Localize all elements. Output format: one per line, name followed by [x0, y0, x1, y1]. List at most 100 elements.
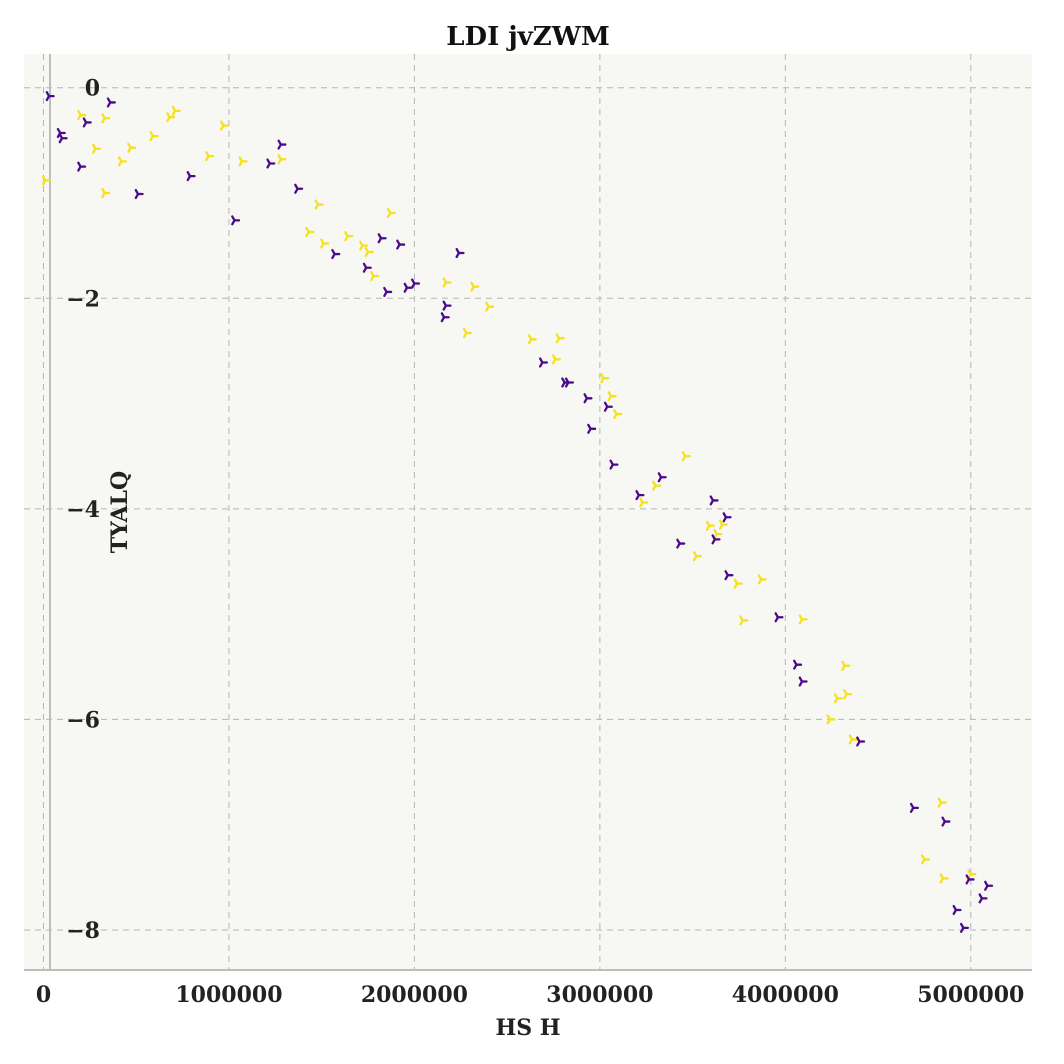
data-point — [841, 660, 851, 671]
tick-labels: 0 1000000 2000000 3000000 4000000 5000000 0 −2 −… — [36, 76, 1025, 1008]
x-axis-label: HS H — [495, 1015, 560, 1041]
data-point — [359, 240, 369, 251]
x-tick-label: 4000000 — [732, 982, 839, 1008]
data-point — [798, 676, 808, 687]
data-point — [551, 354, 562, 365]
x-tick-label: 5000000 — [917, 982, 1024, 1008]
data-point — [856, 736, 866, 747]
data-point — [978, 893, 988, 904]
x-tick-label: 3000000 — [546, 982, 653, 1008]
data-point — [793, 659, 803, 670]
data-point — [386, 207, 396, 219]
data-point — [724, 570, 734, 581]
y-tick-label: 0 — [85, 76, 100, 102]
data-point — [127, 142, 137, 153]
data-point — [733, 578, 743, 589]
y-tick-label: −8 — [66, 918, 100, 944]
data-point — [587, 423, 597, 434]
data-point — [603, 401, 613, 412]
data-point — [442, 300, 452, 311]
data-point — [77, 110, 87, 121]
x-tick-label: 1000000 — [175, 982, 282, 1008]
data-point — [681, 451, 691, 462]
data-point — [909, 802, 919, 813]
data-point — [45, 91, 55, 102]
data-point — [364, 246, 374, 257]
data-point — [205, 151, 215, 162]
data-point — [442, 277, 452, 288]
data-point — [709, 495, 719, 506]
data-point — [41, 175, 51, 186]
data-point — [609, 459, 619, 470]
y-tick-label: −2 — [66, 286, 100, 312]
x-tick-label: 2000000 — [361, 982, 468, 1008]
data-point — [965, 874, 975, 885]
data-point — [106, 97, 116, 108]
data-point — [314, 199, 324, 210]
data-point — [613, 409, 623, 420]
y-tick-label: −4 — [66, 497, 100, 523]
data-point — [959, 922, 970, 933]
data-point — [134, 188, 144, 200]
data-point — [82, 117, 92, 128]
grid-lines — [24, 54, 1032, 970]
data-point — [305, 226, 315, 237]
data-point — [798, 614, 808, 625]
plot-area — [24, 54, 1032, 970]
data-point — [186, 171, 196, 182]
data-point — [939, 873, 949, 884]
data-point — [739, 615, 749, 626]
data-point — [722, 512, 732, 523]
data-point — [362, 262, 372, 273]
data-point — [101, 187, 111, 199]
data-point — [639, 497, 649, 508]
data-point — [564, 377, 574, 388]
data-point — [171, 105, 181, 116]
data-point — [555, 333, 565, 344]
data-point — [826, 714, 836, 725]
data-point — [403, 282, 413, 293]
y-axis-label: TYALQ — [107, 471, 133, 553]
data-point — [937, 797, 947, 808]
data-point — [77, 161, 87, 172]
data-point — [455, 247, 465, 259]
data-point — [320, 238, 330, 249]
data-point — [166, 112, 176, 123]
data-point — [635, 490, 645, 501]
data-point — [600, 373, 610, 384]
data-point — [607, 391, 617, 402]
data-point — [538, 357, 549, 368]
data-point — [277, 154, 287, 165]
data-point — [266, 158, 276, 169]
data-point — [377, 233, 387, 244]
data-point — [101, 113, 111, 124]
data-point — [676, 538, 686, 549]
data-point — [652, 480, 662, 491]
data-point — [921, 854, 931, 865]
data-point — [485, 301, 495, 312]
data-point — [396, 239, 406, 250]
data-point — [692, 551, 702, 562]
data-point — [833, 693, 843, 704]
data-point — [149, 131, 159, 142]
data-point — [231, 215, 241, 226]
data-point — [941, 816, 951, 827]
data-point — [294, 183, 304, 194]
data-point — [774, 612, 784, 623]
data-point — [657, 472, 667, 483]
data-point — [92, 143, 102, 154]
data-point — [238, 156, 248, 167]
data-point — [527, 334, 537, 345]
data-point — [462, 327, 472, 339]
data-point — [843, 689, 853, 700]
data-point — [370, 271, 380, 282]
data-point — [718, 519, 728, 530]
data-point — [583, 393, 593, 404]
chart-title: LDI jvZWM — [446, 22, 610, 52]
data-point — [848, 734, 858, 745]
data-point — [411, 278, 421, 289]
data-point — [984, 880, 994, 891]
data-point — [117, 156, 128, 167]
data-point — [219, 120, 230, 131]
